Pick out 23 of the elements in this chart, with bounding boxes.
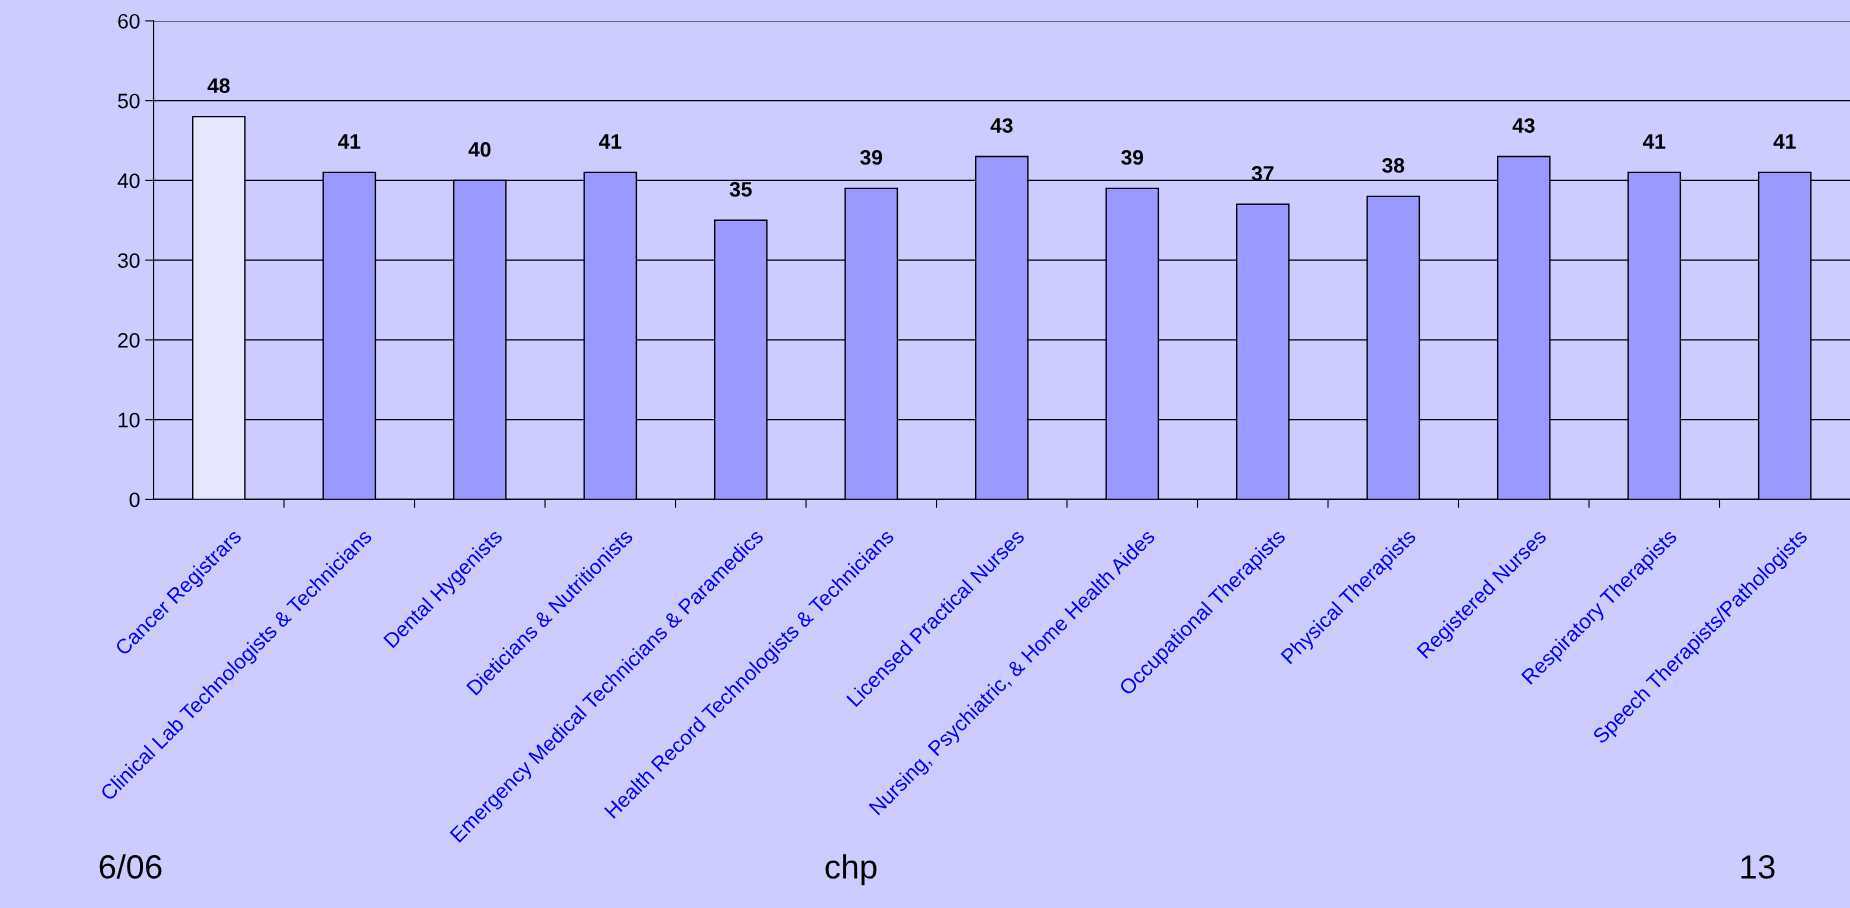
text: 13 [1741,855,1775,879]
y-tick-label: 40 [117,173,140,189]
data-label: 41 [1773,134,1796,149]
data-label: 43 [1512,118,1535,133]
data-label: 41 [1642,134,1666,149]
data-label: 35 [729,181,752,197]
y-tick-label: 60 [118,13,140,29]
y-tick-label: 20 [118,332,140,348]
y-tick-label: 0 [129,492,140,508]
y-tick-label: 30 [117,253,140,268]
y-tick-label: 10 [118,412,140,428]
data-label: 37 [1251,166,1274,181]
data-label: 38 [1382,158,1405,173]
text: chp [825,854,877,886]
y-tick-label: 50 [118,93,140,109]
data-label: 39 [1121,150,1144,165]
data-label: 48 [207,78,230,94]
data-label: 40 [468,142,491,157]
data-label: 39 [860,150,883,165]
text: 6/06 [99,854,162,879]
data-label: 41 [599,134,622,149]
data-label: 43 [990,118,1013,133]
data-label: 41 [338,134,361,149]
